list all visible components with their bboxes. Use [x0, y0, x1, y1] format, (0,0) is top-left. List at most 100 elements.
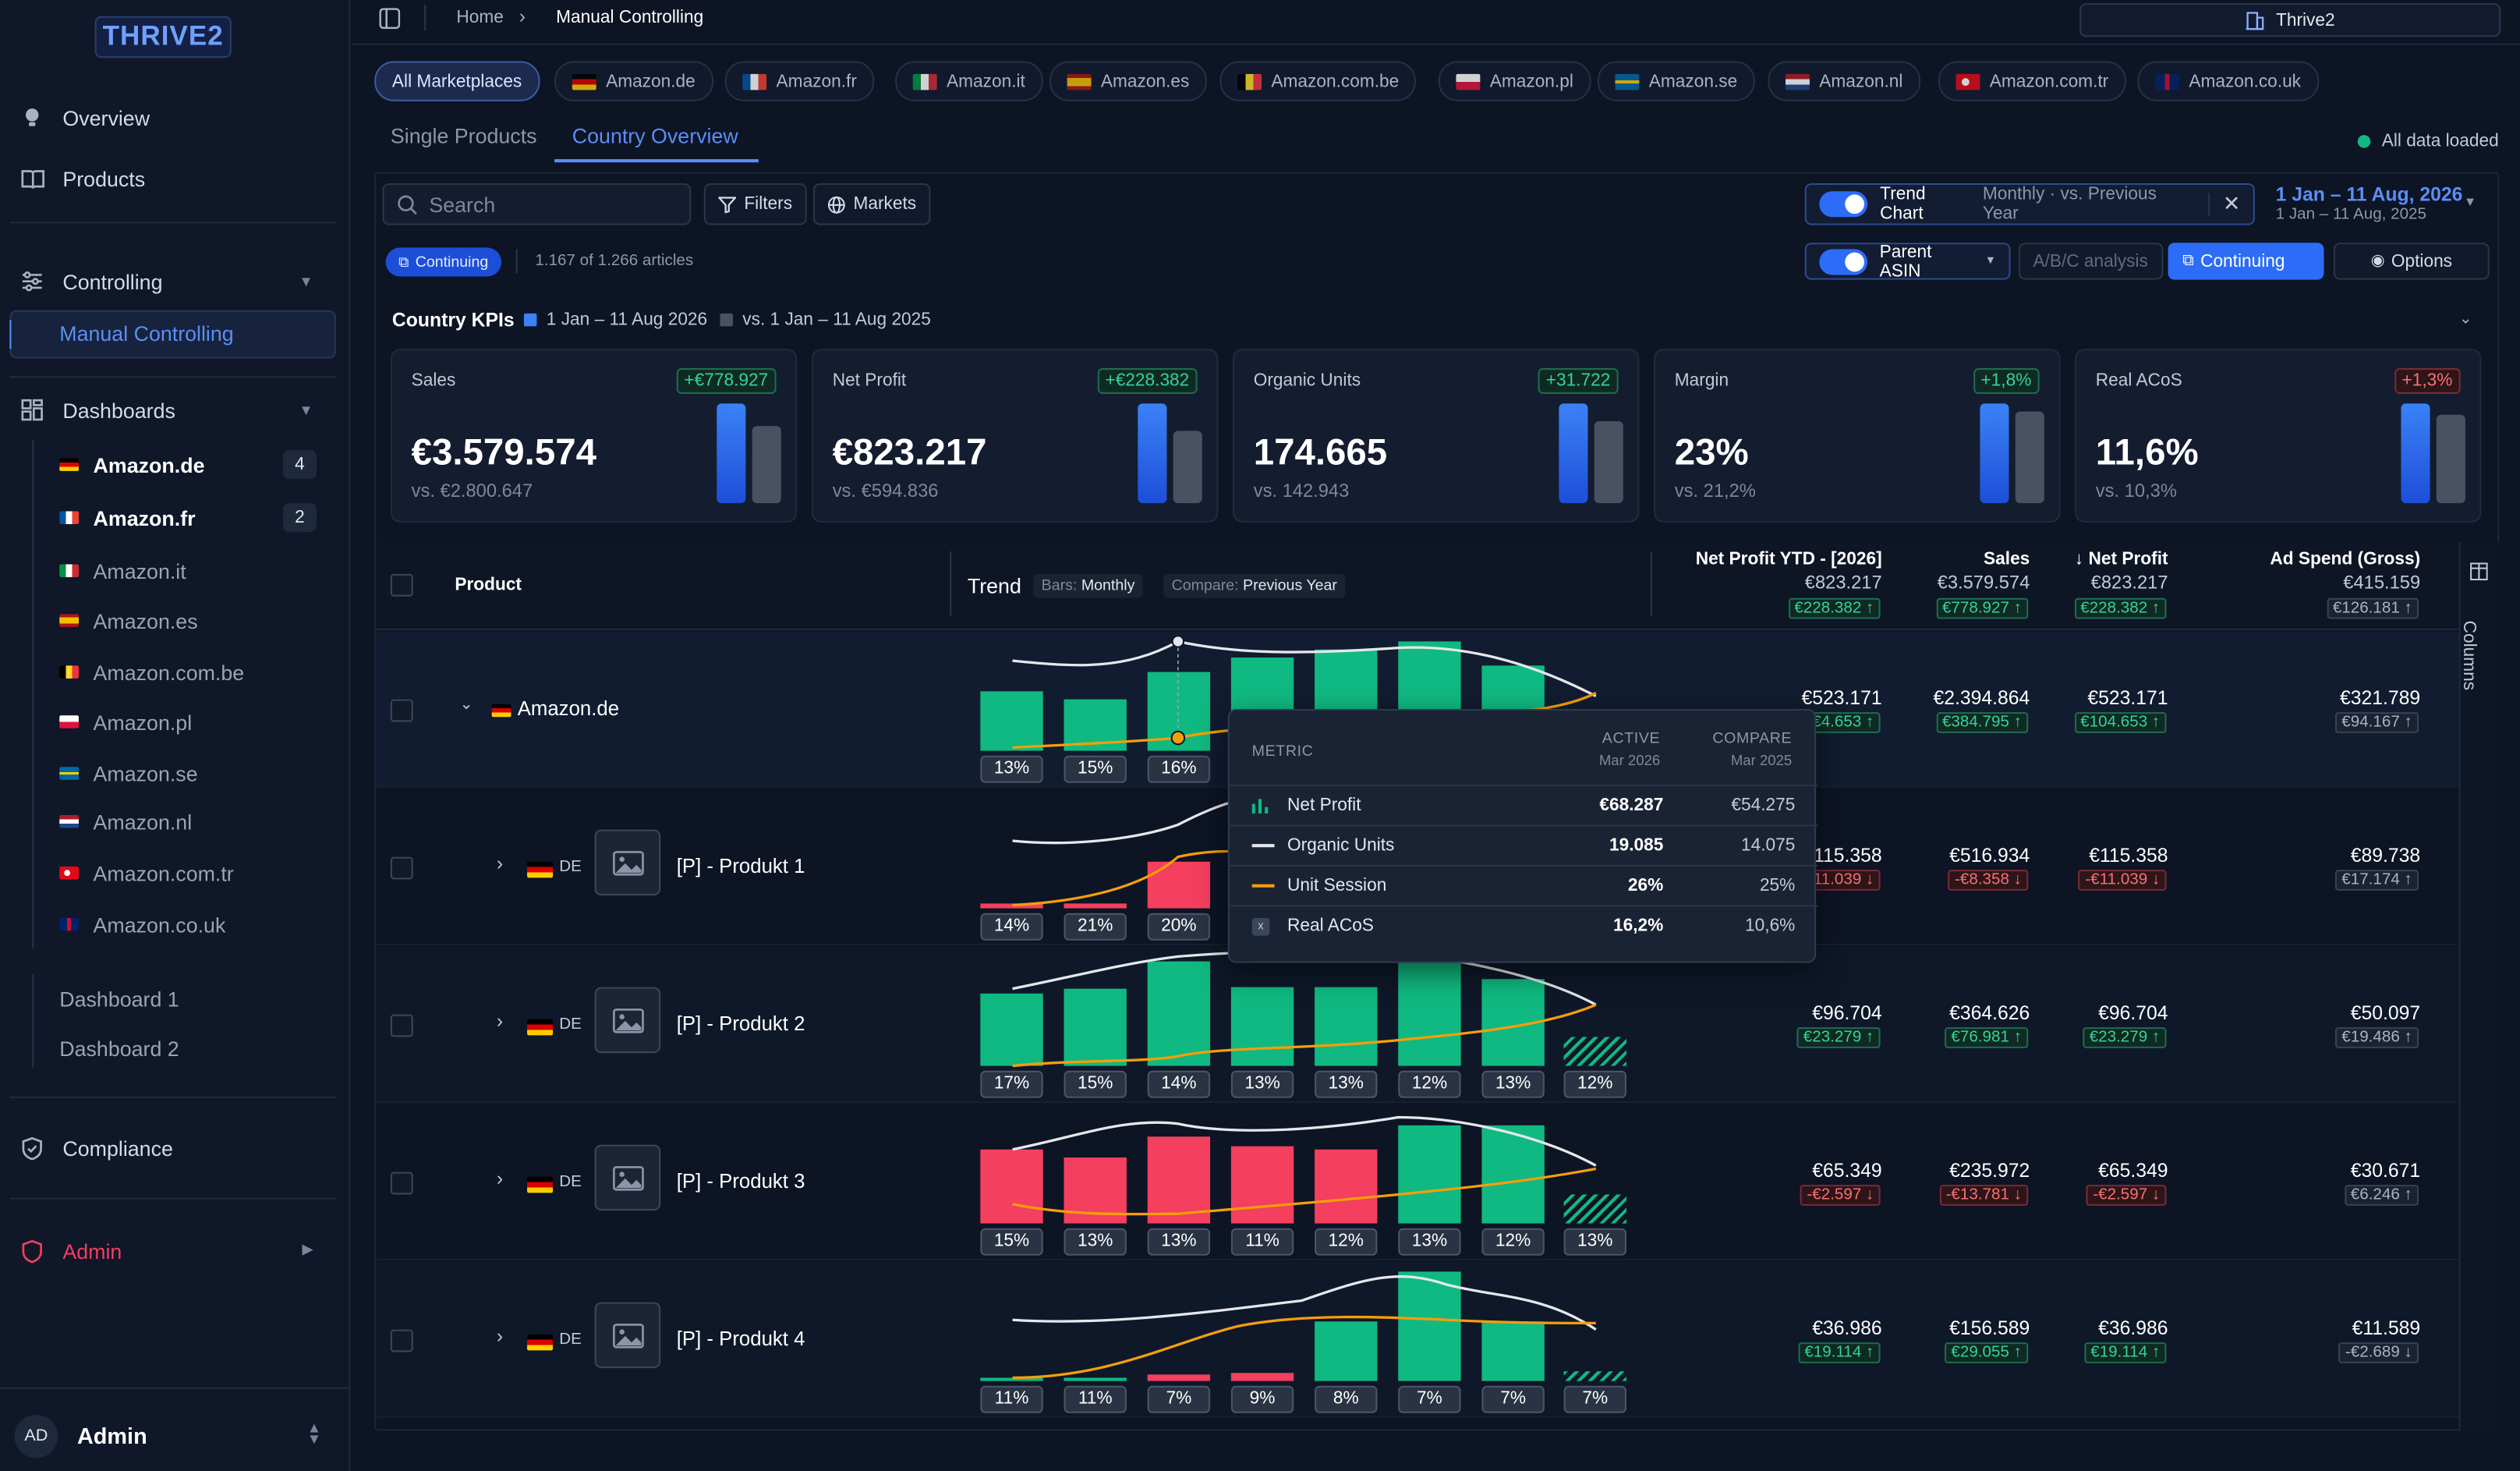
- chevron-down-icon[interactable]: ⌄: [459, 696, 473, 714]
- columns-sidebar[interactable]: [2458, 541, 2500, 1431]
- sidebar-market-de[interactable]: Amazon.de: [59, 448, 204, 480]
- marketplace-tab-tr[interactable]: Amazon.com.tr: [1938, 61, 2126, 101]
- chevron-right-icon[interactable]: ›: [496, 1167, 504, 1190]
- row-checkbox[interactable]: [390, 856, 413, 880]
- nav-dashboard-1[interactable]: Dashboard 1: [59, 986, 179, 1011]
- filters-button[interactable]: Filters: [703, 183, 807, 225]
- tab-country-overview[interactable]: Country Overview: [572, 123, 738, 148]
- trend-bar[interactable]: [1230, 987, 1294, 1066]
- marketplace-tab-be[interactable]: Amazon.com.be: [1219, 61, 1417, 101]
- search-input[interactable]: Search: [382, 183, 692, 225]
- marketplace-tab-uk[interactable]: Amazon.co.uk: [2137, 61, 2319, 101]
- sidebar-market-nl[interactable]: Amazon.nl: [59, 806, 192, 838]
- trend-bar-projected[interactable]: [1563, 1037, 1626, 1066]
- sidebar-market-fr[interactable]: Amazon.fr: [59, 502, 196, 533]
- product-thumbnail[interactable]: [594, 829, 661, 896]
- column-header-title[interactable]: Ad Spend (Gross): [2270, 549, 2421, 569]
- trend-bar[interactable]: [980, 1149, 1043, 1224]
- marketplace-tab-de[interactable]: Amazon.de: [554, 61, 713, 101]
- trend-bar[interactable]: [1064, 988, 1127, 1066]
- bars-chip[interactable]: Bars: Monthly: [1033, 573, 1143, 598]
- parent-asin-control[interactable]: Parent ASIN ▼: [1804, 242, 2011, 281]
- select-all-checkbox[interactable]: [390, 573, 413, 597]
- trend-bar[interactable]: [1315, 1321, 1378, 1381]
- sidebar-market-pl[interactable]: Amazon.pl: [59, 706, 192, 738]
- columns-label[interactable]: Columns: [2458, 620, 2479, 691]
- columns-icon[interactable]: [2470, 562, 2488, 585]
- marketplace-tab-all[interactable]: All Marketplaces: [374, 61, 540, 101]
- parent-asin-toggle[interactable]: [1819, 248, 1867, 275]
- product-column-header[interactable]: Product: [455, 575, 522, 595]
- workspace-selector[interactable]: Thrive2: [2079, 3, 2501, 37]
- collapse-chevron-icon[interactable]: ⌄: [2458, 310, 2472, 328]
- sidebar-toggle-icon[interactable]: [379, 8, 401, 37]
- marketplace-tab-pl[interactable]: Amazon.pl: [1438, 61, 1591, 101]
- trend-bar-projected[interactable]: [1563, 1194, 1626, 1224]
- nav-manual-controlling[interactable]: [9, 310, 336, 359]
- trend-bar[interactable]: [1481, 1125, 1545, 1224]
- marketplace-tab-nl[interactable]: Amazon.nl: [1768, 61, 1921, 101]
- continuing-button[interactable]: ⧉ Continuing: [2168, 243, 2324, 280]
- nav-compliance[interactable]: Compliance: [19, 1127, 173, 1169]
- trend-bar[interactable]: [1064, 1377, 1127, 1381]
- chevron-right-icon[interactable]: ›: [496, 852, 504, 875]
- date-compare[interactable]: 1 Jan – 11 Aug, 2025: [2275, 205, 2426, 224]
- trend-chart-toggle[interactable]: [1819, 191, 1867, 218]
- breadcrumb-home[interactable]: Home: [456, 8, 504, 28]
- nav-products[interactable]: Products: [19, 158, 145, 200]
- sidebar-market-it[interactable]: Amazon.it: [59, 555, 186, 587]
- chevron-down-icon[interactable]: ▼: [2463, 194, 2477, 209]
- product-thumbnail[interactable]: [594, 1144, 661, 1211]
- column-header-title[interactable]: Sales: [1984, 549, 2030, 569]
- date-range[interactable]: 1 Jan – 11 Aug, 2026: [2275, 183, 2463, 206]
- trend-bar[interactable]: [1481, 1321, 1545, 1381]
- sidebar-market-uk[interactable]: Amazon.co.uk: [59, 909, 225, 941]
- markets-button[interactable]: Markets: [812, 183, 931, 225]
- nav-overview[interactable]: Overview: [19, 97, 150, 139]
- marketplace-tab-es[interactable]: Amazon.es: [1049, 61, 1208, 101]
- trend-chart-control[interactable]: Trend Chart Monthly · vs. Previous Year …: [1804, 183, 2255, 225]
- nav-dashboard-2[interactable]: Dashboard 2: [59, 1036, 179, 1061]
- trend-bar[interactable]: [1398, 961, 1461, 1066]
- row-checkbox[interactable]: [390, 1329, 413, 1352]
- marketplace-tab-se[interactable]: Amazon.se: [1597, 61, 1755, 101]
- column-header-title[interactable]: ↓ Net Profit: [2074, 549, 2168, 569]
- close-icon[interactable]: ✕: [2222, 191, 2241, 216]
- continuing-badge[interactable]: ⧉ Continuing: [385, 247, 501, 277]
- trend-bar[interactable]: [980, 691, 1043, 751]
- nav-admin[interactable]: Admin ▶: [19, 1230, 325, 1272]
- abc-analysis-button[interactable]: A/B/C analysis: [2018, 243, 2163, 280]
- chevron-right-icon[interactable]: ›: [496, 1324, 504, 1348]
- app-logo[interactable]: THRIVE2: [94, 16, 232, 58]
- trend-bar[interactable]: [1230, 1146, 1294, 1224]
- sidebar-market-es[interactable]: Amazon.es: [59, 604, 198, 636]
- nav-dashboards[interactable]: Dashboards ▼: [19, 389, 325, 431]
- sidebar-market-be[interactable]: Amazon.com.be: [59, 656, 244, 688]
- product-thumbnail[interactable]: [594, 1302, 661, 1369]
- avatar[interactable]: AD: [14, 1414, 58, 1459]
- tab-single-products[interactable]: Single Products: [390, 123, 537, 148]
- sidebar-market-se[interactable]: Amazon.se: [59, 757, 198, 789]
- trend-bar[interactable]: [1398, 1125, 1461, 1224]
- trend-bar-projected[interactable]: [1563, 1371, 1626, 1381]
- trend-bar[interactable]: [1147, 1136, 1211, 1224]
- user-name[interactable]: Admin: [76, 1423, 147, 1449]
- row-checkbox[interactable]: [390, 699, 413, 722]
- trend-bar[interactable]: [1315, 1149, 1378, 1224]
- trend-bar[interactable]: [1147, 1374, 1211, 1381]
- trend-bar[interactable]: [1230, 1373, 1294, 1381]
- trend-bar[interactable]: [980, 1377, 1043, 1381]
- row-checkbox[interactable]: [390, 1014, 413, 1037]
- trend-bar[interactable]: [1147, 961, 1211, 1066]
- trend-bar[interactable]: [1064, 903, 1127, 909]
- compare-chip[interactable]: Compare: Previous Year: [1163, 573, 1346, 598]
- chevron-right-icon[interactable]: ›: [496, 1009, 504, 1033]
- trend-bar[interactable]: [980, 903, 1043, 909]
- trend-bar[interactable]: [1398, 1271, 1461, 1381]
- options-button[interactable]: ◉ Options: [2333, 243, 2490, 280]
- column-header-title[interactable]: Net Profit YTD - [2026]: [1695, 549, 1882, 569]
- nav-controlling[interactable]: Controlling ▼: [19, 261, 325, 303]
- marketplace-tab-it[interactable]: Amazon.it: [895, 61, 1043, 101]
- marketplace-tab-fr[interactable]: Amazon.fr: [724, 61, 875, 101]
- trend-bar[interactable]: [1147, 861, 1211, 909]
